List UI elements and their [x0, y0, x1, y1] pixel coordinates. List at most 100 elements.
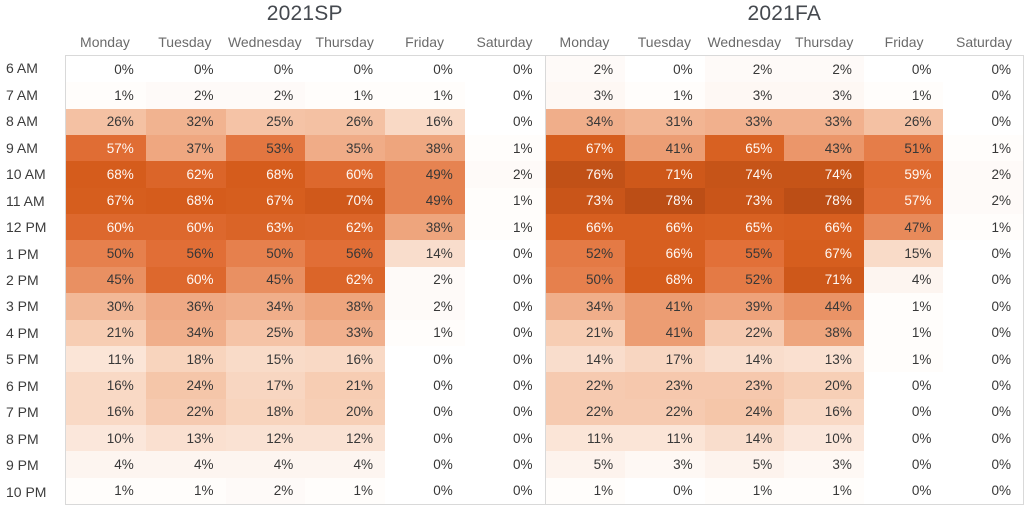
heatmap-cell[interactable]: 14%: [704, 345, 785, 373]
heatmap-cell[interactable]: 51%: [863, 135, 944, 162]
row-header-6-pm[interactable]: 6 PM: [6, 377, 39, 394]
heatmap-cell[interactable]: 0%: [625, 477, 705, 504]
heatmap-cell[interactable]: 1%: [943, 135, 1023, 162]
heatmap-cell[interactable]: 47%: [863, 214, 944, 241]
heatmap-cell[interactable]: 1%: [625, 82, 705, 109]
row-header-10-am[interactable]: 10 AM: [6, 166, 46, 183]
heatmap-cell[interactable]: 74%: [704, 161, 785, 188]
heatmap-cell[interactable]: 36%: [145, 293, 226, 320]
heatmap-cell[interactable]: 13%: [145, 424, 226, 452]
heatmap-cell[interactable]: 62%: [145, 161, 226, 188]
heatmap-cell[interactable]: 2%: [385, 266, 465, 294]
heatmap-cell[interactable]: 1%: [385, 319, 465, 346]
row-header-2-pm[interactable]: 2 PM: [6, 271, 39, 288]
heatmap-cell[interactable]: 14%: [385, 240, 465, 267]
heatmap-cell[interactable]: 3%: [704, 82, 785, 109]
heatmap-cell[interactable]: 0%: [863, 451, 944, 478]
heatmap-cell[interactable]: 34%: [545, 293, 626, 320]
column-header-monday[interactable]: Monday: [559, 33, 610, 50]
heatmap-cell[interactable]: 0%: [943, 240, 1023, 267]
heatmap-cell[interactable]: 0%: [943, 82, 1023, 109]
heatmap-cell[interactable]: 2%: [145, 82, 226, 109]
heatmap-cell[interactable]: 15%: [225, 345, 306, 373]
heatmap-cell[interactable]: 31%: [625, 108, 705, 136]
heatmap-cell[interactable]: 45%: [225, 266, 306, 294]
heatmap-cell[interactable]: 0%: [385, 398, 465, 425]
heatmap-cell[interactable]: 5%: [704, 451, 785, 478]
heatmap-cell[interactable]: 66%: [784, 214, 864, 241]
heatmap-cell[interactable]: 1%: [784, 477, 864, 504]
heatmap-cell[interactable]: 0%: [625, 56, 705, 83]
heatmap-cell[interactable]: 0%: [943, 477, 1023, 504]
heatmap-cell[interactable]: 18%: [145, 345, 226, 373]
heatmap-cell[interactable]: 32%: [145, 108, 226, 136]
heatmap-cell[interactable]: 60%: [145, 266, 226, 294]
heatmap-cell[interactable]: 2%: [225, 82, 306, 109]
heatmap-cell[interactable]: 1%: [704, 477, 785, 504]
row-header-8-am[interactable]: 8 AM: [6, 113, 38, 130]
heatmap-cell[interactable]: 39%: [704, 293, 785, 320]
heatmap-cell[interactable]: 12%: [225, 424, 306, 452]
heatmap-cell[interactable]: 26%: [305, 108, 385, 136]
heatmap-cell[interactable]: 65%: [704, 135, 785, 162]
heatmap-cell[interactable]: 0%: [464, 398, 545, 425]
heatmap-cell[interactable]: 16%: [66, 398, 146, 425]
heatmap-cell[interactable]: 0%: [943, 424, 1023, 452]
heatmap-cell[interactable]: 38%: [784, 319, 864, 346]
heatmap-cell[interactable]: 33%: [305, 319, 385, 346]
heatmap-cell[interactable]: 68%: [625, 266, 705, 294]
heatmap-cell[interactable]: 4%: [863, 266, 944, 294]
heatmap-cell[interactable]: 25%: [225, 319, 306, 346]
heatmap-cell[interactable]: 43%: [784, 135, 864, 162]
heatmap-cell[interactable]: 21%: [305, 372, 385, 399]
heatmap-cell[interactable]: 66%: [625, 240, 705, 267]
heatmap-cell[interactable]: 0%: [863, 424, 944, 452]
row-header-11-am[interactable]: 11 AM: [6, 192, 45, 209]
heatmap-cell[interactable]: 76%: [545, 161, 626, 188]
heatmap-cell[interactable]: 60%: [66, 214, 146, 241]
heatmap-cell[interactable]: 2%: [704, 56, 785, 83]
heatmap-cell[interactable]: 71%: [625, 161, 705, 188]
heatmap-cell[interactable]: 0%: [464, 319, 545, 346]
row-header-3-pm[interactable]: 3 PM: [6, 298, 39, 315]
heatmap-cell[interactable]: 11%: [545, 424, 626, 452]
heatmap-cell[interactable]: 0%: [943, 108, 1023, 136]
heatmap-cell[interactable]: 41%: [625, 319, 705, 346]
heatmap-cell[interactable]: 2%: [784, 56, 864, 83]
column-header-wednesday[interactable]: Wednesday: [707, 33, 782, 50]
heatmap-cell[interactable]: 0%: [464, 240, 545, 267]
heatmap-cell[interactable]: 62%: [305, 266, 385, 294]
heatmap-cell[interactable]: 52%: [545, 240, 626, 267]
heatmap-cell[interactable]: 63%: [225, 214, 306, 241]
heatmap-cell[interactable]: 13%: [784, 345, 864, 373]
heatmap-cell[interactable]: 23%: [625, 372, 705, 399]
heatmap-cell[interactable]: 62%: [305, 214, 385, 241]
heatmap-cell[interactable]: 2%: [943, 161, 1023, 188]
heatmap-cell[interactable]: 57%: [66, 135, 146, 162]
heatmap-cell[interactable]: 38%: [305, 293, 385, 320]
heatmap-cell[interactable]: 21%: [545, 319, 626, 346]
heatmap-cell[interactable]: 12%: [305, 424, 385, 452]
heatmap-cell[interactable]: 65%: [704, 214, 785, 241]
heatmap-cell[interactable]: 0%: [464, 345, 545, 373]
heatmap-cell[interactable]: 74%: [784, 161, 864, 188]
heatmap-cell[interactable]: 24%: [145, 372, 226, 399]
row-header-10-pm[interactable]: 10 PM: [6, 483, 47, 500]
heatmap-cell[interactable]: 0%: [385, 345, 465, 373]
heatmap-cell[interactable]: 50%: [545, 266, 626, 294]
heatmap-cell[interactable]: 0%: [145, 56, 226, 83]
heatmap-cell[interactable]: 0%: [863, 372, 944, 399]
heatmap-cell[interactable]: 5%: [545, 451, 626, 478]
heatmap-cell[interactable]: 56%: [145, 240, 226, 267]
heatmap-cell[interactable]: 70%: [305, 187, 385, 215]
heatmap-cell[interactable]: 49%: [385, 161, 465, 188]
heatmap-cell[interactable]: 0%: [943, 293, 1023, 320]
heatmap-cell[interactable]: 0%: [385, 424, 465, 452]
heatmap-cell[interactable]: 3%: [625, 451, 705, 478]
heatmap-cell[interactable]: 55%: [704, 240, 785, 267]
heatmap-cell[interactable]: 53%: [225, 135, 306, 162]
heatmap-cell[interactable]: 20%: [305, 398, 385, 425]
heatmap-cell[interactable]: 3%: [784, 82, 864, 109]
heatmap-cell[interactable]: 17%: [625, 345, 705, 373]
heatmap-cell[interactable]: 21%: [66, 319, 146, 346]
